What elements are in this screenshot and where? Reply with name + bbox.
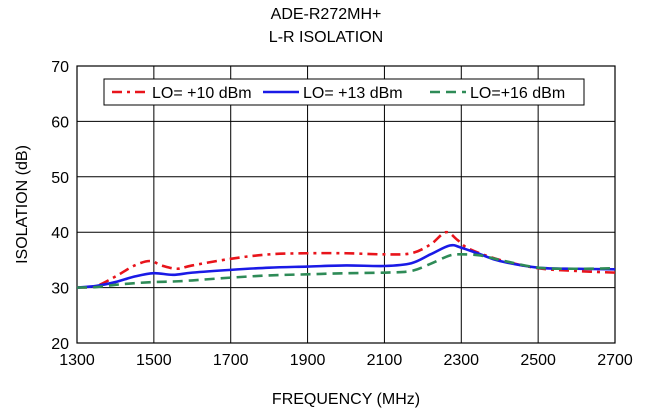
x-tick-label: 2500: [520, 352, 556, 369]
legend-box: [103, 78, 585, 106]
x-tick-label: 2300: [443, 352, 479, 369]
x-tick-label: 1500: [136, 352, 172, 369]
x-tick-label: 2700: [597, 352, 633, 369]
x-tick-label: 2100: [367, 352, 403, 369]
y-tick-label: 50: [51, 170, 69, 187]
x-axis-label: FREQUENCY (MHz): [272, 391, 420, 408]
chart-title: ADE-R272MH+: [270, 6, 382, 23]
legend-label-2: LO= +13 dBm: [303, 85, 403, 102]
y-tick-label: 60: [51, 114, 69, 131]
x-tick-label: 1700: [213, 352, 249, 369]
plot-border: [76, 65, 616, 344]
x-tick-label: 1900: [290, 352, 326, 369]
legend-label-1: LO= +10 dBm: [152, 85, 252, 102]
series-line-1: [76, 230, 616, 289]
y-tick-label: 20: [51, 336, 69, 353]
series-line-3: [76, 252, 616, 289]
x-tick-label: 1300: [59, 352, 95, 369]
y-tick-label: 40: [51, 225, 69, 242]
legend-label-3: LO=+16 dBm: [470, 85, 565, 102]
chart-subtitle: L-R ISOLATION: [268, 29, 384, 46]
y-tick-label: 30: [51, 281, 69, 298]
y-axis-label: ISOLATION (dB): [14, 145, 31, 264]
y-tick-label: 70: [51, 59, 69, 76]
